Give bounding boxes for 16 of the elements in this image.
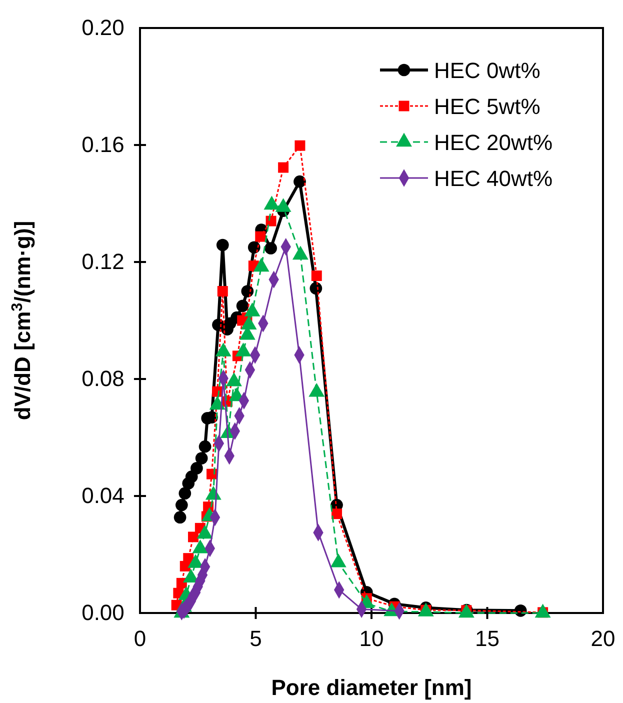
legend-label: HEC 5wt% <box>434 94 540 119</box>
legend-label: HEC 20wt% <box>434 130 553 155</box>
x-tick-label: 5 <box>250 626 262 652</box>
y-tick-label: 0.00 <box>82 600 124 626</box>
y-tick-label: 0.08 <box>82 366 124 392</box>
x-tick-label: 15 <box>475 626 500 652</box>
x-tick-label: 0 <box>134 626 146 652</box>
x-axis-title: Pore diameter [nm] <box>271 675 472 700</box>
y-tick-label: 0.04 <box>82 483 124 508</box>
legend-label: HEC 40wt% <box>434 166 553 191</box>
x-tick-label: 10 <box>359 626 384 652</box>
y-tick-label: 0.20 <box>82 15 124 40</box>
x-tick-label: 20 <box>590 626 616 652</box>
y-tick-label: 0.16 <box>82 132 124 158</box>
legend-label: HEC 0wt% <box>434 58 540 83</box>
y-tick-label: 0.12 <box>82 249 124 274</box>
